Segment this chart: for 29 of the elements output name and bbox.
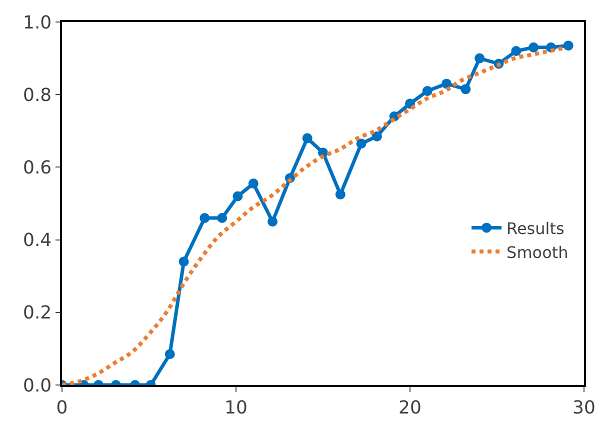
x-tick-label: 0: [56, 397, 68, 418]
point: [474, 53, 485, 64]
point: [460, 84, 471, 94]
point: [442, 78, 452, 89]
y-tick-label: 1.0: [23, 12, 52, 34]
point: [248, 178, 258, 189]
point: [335, 189, 346, 200]
x-tick-label: 30: [572, 397, 596, 418]
x-tick-label: 20: [398, 397, 422, 418]
x-tick-label: 10: [224, 397, 248, 418]
point: [511, 46, 522, 56]
point: [178, 256, 189, 267]
point: [528, 42, 539, 52]
point: [200, 213, 210, 224]
point: [422, 86, 432, 96]
legend-label: Results: [506, 218, 564, 238]
y-tick-label: 0.2: [23, 302, 52, 324]
y-tick-label: 0.6: [23, 158, 52, 178]
point: [232, 191, 243, 202]
point: [563, 40, 574, 51]
legend-label: Smooth: [506, 242, 568, 262]
y-tick-label: 0.4: [23, 230, 52, 252]
point: [372, 131, 382, 142]
point: [217, 213, 228, 224]
point: [302, 133, 312, 144]
point: [356, 138, 366, 149]
y-tick-label: 0.8: [23, 84, 52, 106]
point: [268, 216, 278, 227]
y-tick-label: 0.0: [23, 375, 52, 396]
